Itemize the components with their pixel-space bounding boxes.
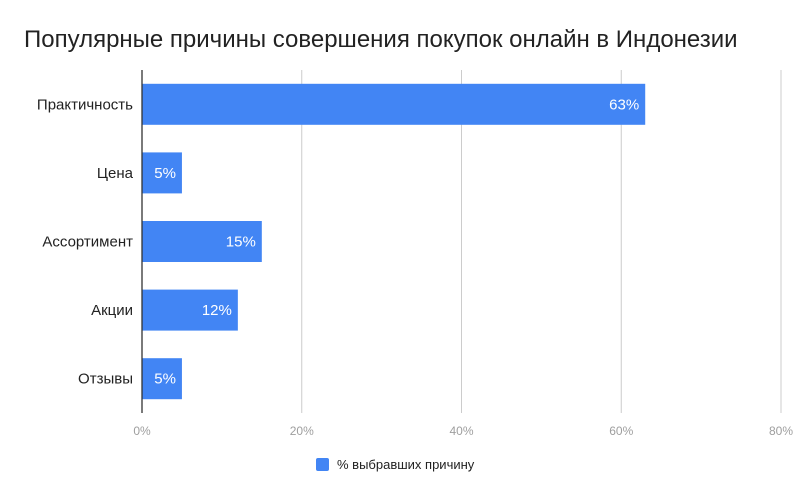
bars [142,83,646,400]
x-tick-label: 60% [609,424,633,438]
category-label: Отзывы [78,371,133,388]
bar [142,289,238,331]
bar [142,152,182,194]
data-label: 15% [226,234,256,251]
category-label: Цена [97,165,134,182]
category-label: Практичность [37,96,133,113]
category-label: Ассортимент [42,234,133,251]
data-label: 12% [202,302,232,319]
x-tick-label: 40% [449,424,473,438]
labels: 0% 20% 40% 60% 80% 63% Практичность 5% Цена 15% Ас… [37,96,793,438]
data-label: 5% [154,165,176,182]
x-tick-label: 0% [133,424,151,438]
legend-label: % выбравших причину [337,457,475,472]
bar [142,358,182,400]
bar [142,221,262,262]
data-label: 5% [154,371,176,388]
x-tick-label: 20% [290,424,314,438]
chart-title: Популярные причины совершения покупок он… [24,26,738,53]
x-tick-label: 80% [769,424,793,438]
gridlines [301,70,782,413]
data-label: 63% [609,96,639,113]
legend: % выбравших причину [316,457,474,472]
category-label: Акции [91,302,133,319]
legend-swatch [316,458,329,471]
bar [142,83,646,125]
